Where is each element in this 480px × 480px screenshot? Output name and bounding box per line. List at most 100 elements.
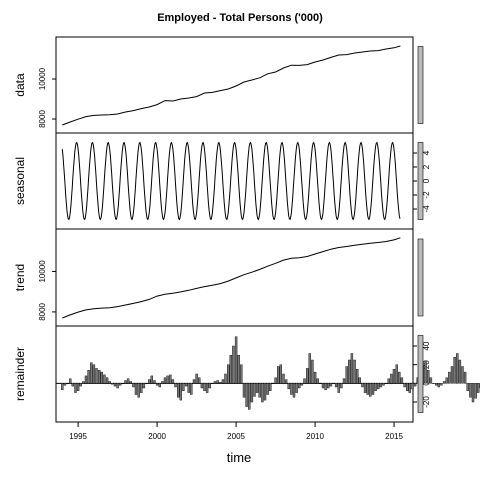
scale-bar-remainder bbox=[417, 335, 424, 413]
remainder-bar bbox=[395, 364, 398, 384]
remainder-bar bbox=[471, 383, 475, 403]
remainder-bar bbox=[427, 370, 430, 384]
remainder-bar bbox=[469, 383, 472, 398]
remainder-bar bbox=[226, 364, 230, 384]
remainder-bar bbox=[237, 355, 240, 384]
remainder-bar bbox=[435, 383, 438, 386]
panel-trend: trend 8000 10000 bbox=[13, 228, 414, 327]
remainder-bar bbox=[213, 381, 217, 384]
remainder-bar bbox=[350, 353, 354, 384]
remainder-bar bbox=[184, 383, 188, 387]
remainder-bar bbox=[440, 383, 443, 386]
remainder-bar bbox=[140, 383, 143, 393]
panel-seasonal: seasonal -4 -2 0 2 4 bbox=[13, 132, 431, 230]
y-tick-label-trend: 8000 bbox=[38, 302, 47, 320]
remainder-bar bbox=[411, 383, 414, 390]
remainder-bar bbox=[166, 375, 169, 384]
remainder-bar bbox=[453, 357, 456, 384]
remainder-bar bbox=[340, 383, 343, 389]
remainder-bar bbox=[179, 383, 183, 401]
y-axis-label-seasonal: seasonal bbox=[13, 157, 27, 205]
panels-layer: data800010000seasonal-4-2024trend8000100… bbox=[13, 36, 480, 423]
remainder-bar bbox=[192, 379, 196, 384]
remainder-bar bbox=[171, 379, 175, 384]
remainder-bar bbox=[84, 375, 88, 384]
remainder-bar bbox=[384, 383, 388, 384]
remainder-bar bbox=[182, 383, 185, 391]
remainder-bar bbox=[424, 360, 427, 384]
remainder-bar bbox=[374, 383, 377, 391]
remainder-bar bbox=[108, 381, 111, 384]
remainder-bar bbox=[145, 383, 148, 384]
remainder-bar bbox=[387, 378, 390, 384]
x-tick-label: 1995 bbox=[69, 432, 87, 441]
remainder-bar bbox=[390, 373, 393, 384]
remainder-bar bbox=[363, 383, 367, 393]
remainder-bar bbox=[366, 383, 369, 395]
remainder-bar bbox=[126, 378, 130, 384]
remainder-bar bbox=[329, 383, 333, 387]
remainder-bar bbox=[242, 383, 246, 398]
remainder-bar bbox=[111, 383, 114, 385]
remainder-bar bbox=[342, 378, 346, 384]
remainder-bar bbox=[224, 373, 227, 384]
remainder-bar bbox=[290, 383, 293, 395]
remainder-bar bbox=[332, 383, 335, 384]
remainder-bar bbox=[321, 383, 325, 389]
remainder-bar bbox=[277, 366, 280, 384]
remainder-bar bbox=[142, 383, 146, 389]
x-tick-label: 2010 bbox=[306, 432, 324, 441]
remainder-bar bbox=[103, 374, 106, 384]
remainder-bar bbox=[353, 359, 356, 384]
remainder-bar bbox=[155, 383, 159, 386]
remainder-bar bbox=[398, 371, 401, 384]
scale-bar-data bbox=[417, 46, 424, 124]
y-tick-label-remainder: 40 bbox=[422, 341, 431, 350]
remainder-bar bbox=[413, 383, 417, 387]
remainder-bar bbox=[258, 383, 261, 398]
remainder-bar bbox=[203, 383, 206, 391]
series-line-data bbox=[62, 45, 401, 126]
remainder-bar bbox=[429, 377, 433, 384]
remainder-bar bbox=[477, 383, 480, 393]
remainder-bar bbox=[361, 383, 364, 388]
remainder-bar bbox=[74, 383, 77, 393]
remainder-bar bbox=[87, 370, 90, 384]
remainder-bar bbox=[129, 381, 133, 384]
remainder-bar bbox=[250, 383, 254, 403]
remainder-bar bbox=[356, 369, 359, 384]
x-tick-label: 2015 bbox=[385, 432, 403, 441]
remainder-bar bbox=[63, 383, 67, 386]
y-tick-label-seasonal: 0 bbox=[422, 178, 431, 183]
x-axis-label: time bbox=[227, 450, 252, 465]
remainder-bar bbox=[269, 383, 272, 391]
remainder-bar bbox=[253, 383, 256, 397]
remainder-bar bbox=[124, 380, 127, 384]
y-tick-label-seasonal: -4 bbox=[422, 205, 431, 213]
remainder-bar bbox=[79, 383, 82, 387]
remainder-bar bbox=[113, 383, 117, 387]
remainder-bar bbox=[442, 381, 446, 384]
remainder-bar bbox=[132, 383, 135, 388]
remainder-bar bbox=[208, 383, 212, 389]
remainder-bar bbox=[432, 383, 435, 384]
remainder-bar bbox=[334, 383, 338, 388]
scale-bar-trend bbox=[417, 238, 424, 317]
remainder-bar bbox=[345, 366, 348, 384]
remainder-bar bbox=[292, 383, 296, 398]
remainder-bar bbox=[176, 383, 180, 398]
remainder-bar bbox=[121, 383, 125, 384]
y-tick-label-trend: 10000 bbox=[38, 260, 47, 283]
remainder-bar bbox=[147, 379, 151, 384]
remainder-bar bbox=[348, 359, 351, 384]
remainder-bar bbox=[474, 383, 477, 399]
remainder-bar bbox=[153, 380, 156, 384]
remainder-bar bbox=[211, 383, 214, 384]
remainder-bar bbox=[92, 364, 96, 384]
remainder-bar bbox=[197, 377, 201, 384]
series-line-trend bbox=[62, 237, 401, 319]
remainder-bar bbox=[163, 377, 167, 384]
remainder-bar bbox=[105, 377, 109, 384]
remainder-bar bbox=[295, 383, 298, 393]
